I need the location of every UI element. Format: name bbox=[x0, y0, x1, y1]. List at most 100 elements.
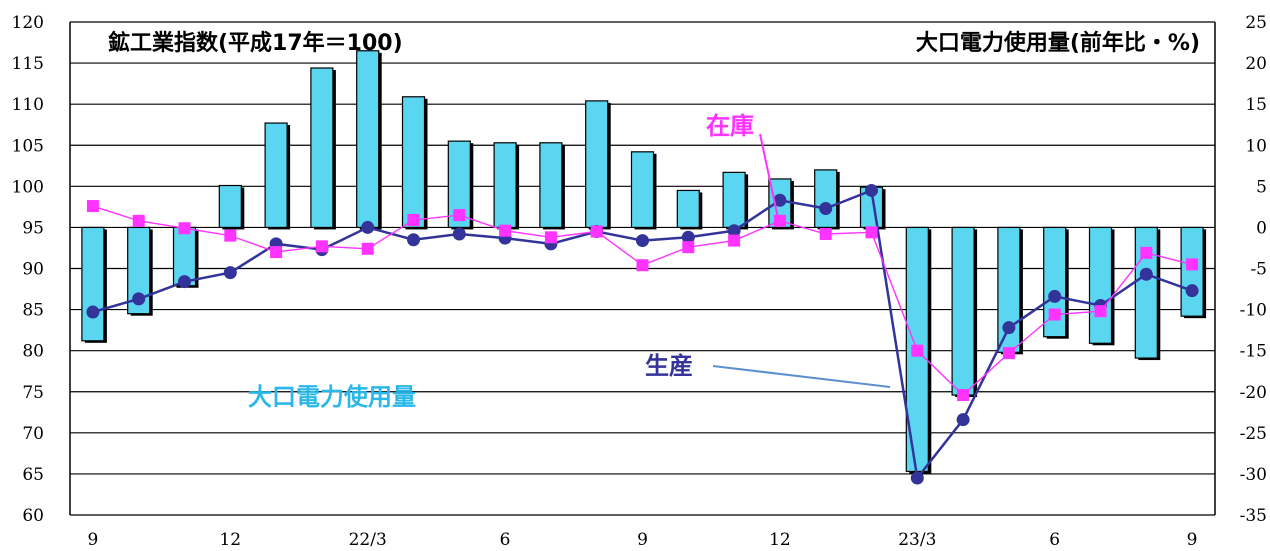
production-point bbox=[865, 183, 878, 197]
left-tick-label: 75 bbox=[22, 383, 44, 403]
inventory-point bbox=[86, 200, 99, 213]
inventory-point bbox=[773, 214, 786, 227]
right-tick-label: -20 bbox=[1240, 383, 1267, 403]
bar bbox=[1180, 226, 1204, 317]
x-tick-label: 9 bbox=[87, 530, 98, 550]
left-tick-label: 95 bbox=[22, 218, 44, 238]
bar bbox=[401, 96, 426, 229]
inventory-point bbox=[911, 344, 924, 357]
title-right: 大口電力使用量(前年比・%) bbox=[916, 30, 1200, 56]
production-point bbox=[86, 305, 100, 319]
production-point bbox=[681, 230, 695, 244]
bar bbox=[356, 50, 380, 229]
bar bbox=[539, 142, 563, 229]
inventory-point bbox=[728, 234, 741, 247]
inventory-point bbox=[636, 259, 649, 272]
production-point bbox=[956, 413, 970, 427]
inventory-point bbox=[1048, 308, 1061, 321]
production-point bbox=[636, 234, 649, 248]
right-tick-label: 0 bbox=[1256, 218, 1267, 238]
left-tick-label: 115 bbox=[12, 54, 44, 74]
inventory-point bbox=[315, 240, 328, 253]
inventory-point bbox=[819, 227, 832, 240]
production-point bbox=[407, 233, 420, 247]
inventory-point bbox=[957, 389, 970, 402]
right-tick-label: 15 bbox=[1245, 95, 1267, 115]
production-point bbox=[773, 193, 787, 207]
right-tick-label: 10 bbox=[1245, 136, 1267, 156]
inventory-point bbox=[270, 246, 283, 259]
left-tick-label: 60 bbox=[22, 506, 44, 526]
annotation-inventory-leader bbox=[759, 133, 779, 219]
right-axis-ticks: -35 -30 -25 -20 -15 -10 -5 0 5 10 15 20 25 bbox=[1240, 13, 1267, 526]
right-tick-label: -10 bbox=[1240, 301, 1267, 321]
line-series bbox=[86, 183, 1199, 485]
right-tick-label: 5 bbox=[1256, 177, 1267, 197]
production-point bbox=[819, 202, 833, 216]
production-point bbox=[132, 292, 146, 306]
right-tick-label: -15 bbox=[1240, 342, 1267, 362]
production-point bbox=[1002, 321, 1016, 335]
right-tick-label: -30 bbox=[1240, 465, 1267, 485]
production-point bbox=[452, 227, 466, 241]
left-tick-label: 85 bbox=[22, 301, 44, 321]
right-tick-label: -35 bbox=[1240, 506, 1267, 526]
right-tick-label: 25 bbox=[1245, 13, 1267, 33]
production-point bbox=[361, 220, 375, 234]
inventory-point bbox=[1002, 347, 1015, 360]
x-tick-label: 22/3 bbox=[349, 530, 387, 550]
x-tick-label: 9 bbox=[637, 530, 648, 550]
x-axis-ticks: 9 12 22/3 6 9 12 23/3 6 9 bbox=[87, 530, 1197, 550]
inventory-point bbox=[224, 229, 237, 242]
annotation-power-usage: 大口電力使用量 bbox=[248, 383, 416, 411]
annotation-production: 生産 bbox=[645, 352, 693, 380]
inventory-point bbox=[407, 214, 420, 227]
right-tick-label: -25 bbox=[1240, 424, 1267, 444]
bar bbox=[676, 189, 700, 229]
gridlines bbox=[70, 21, 1215, 516]
bar bbox=[630, 151, 655, 229]
x-tick-label: 12 bbox=[219, 530, 241, 550]
left-tick-label: 110 bbox=[12, 95, 44, 115]
left-tick-label: 120 bbox=[12, 13, 44, 33]
inventory-point bbox=[682, 241, 695, 254]
inventory-point bbox=[178, 222, 191, 235]
bar bbox=[218, 184, 242, 229]
left-tick-label: 80 bbox=[22, 342, 44, 362]
bar bbox=[1088, 226, 1113, 344]
production-point bbox=[178, 275, 191, 289]
title-left: 鉱工業指数(平成17年＝100) bbox=[108, 30, 403, 56]
inventory-point bbox=[1140, 246, 1153, 259]
bar bbox=[585, 100, 609, 229]
left-tick-label: 105 bbox=[12, 136, 44, 156]
inventory-point bbox=[865, 226, 878, 239]
x-tick-label: 9 bbox=[1187, 530, 1198, 550]
bar bbox=[722, 171, 746, 229]
production-point bbox=[727, 224, 741, 238]
bar bbox=[310, 67, 334, 229]
left-tick-label: 65 bbox=[22, 465, 44, 485]
axes bbox=[69, 22, 1216, 515]
inventory-point bbox=[590, 225, 603, 238]
bar bbox=[81, 226, 105, 342]
left-tick-label: 100 bbox=[12, 177, 44, 197]
left-axis-ticks: 60 65 70 75 80 85 90 95 100 105 110 115 120 bbox=[12, 13, 44, 526]
production-point bbox=[1185, 284, 1199, 298]
x-tick-label: 23/3 bbox=[898, 530, 936, 550]
annotation-inventory: 在庫 bbox=[706, 112, 754, 140]
production-point bbox=[1048, 289, 1062, 303]
x-tick-label: 6 bbox=[500, 530, 511, 550]
inventory-point bbox=[132, 214, 145, 227]
right-tick-label: 20 bbox=[1245, 54, 1267, 74]
right-tick-label: -5 bbox=[1250, 260, 1267, 280]
inventory-point bbox=[1094, 305, 1107, 318]
production-point bbox=[223, 266, 237, 280]
bar bbox=[493, 142, 517, 229]
production-point bbox=[1139, 267, 1153, 281]
inventory-point bbox=[1186, 258, 1199, 271]
bar bbox=[951, 226, 975, 396]
left-tick-label: 70 bbox=[22, 424, 44, 444]
left-tick-label: 90 bbox=[22, 260, 44, 280]
x-tick-label: 6 bbox=[1049, 530, 1060, 550]
